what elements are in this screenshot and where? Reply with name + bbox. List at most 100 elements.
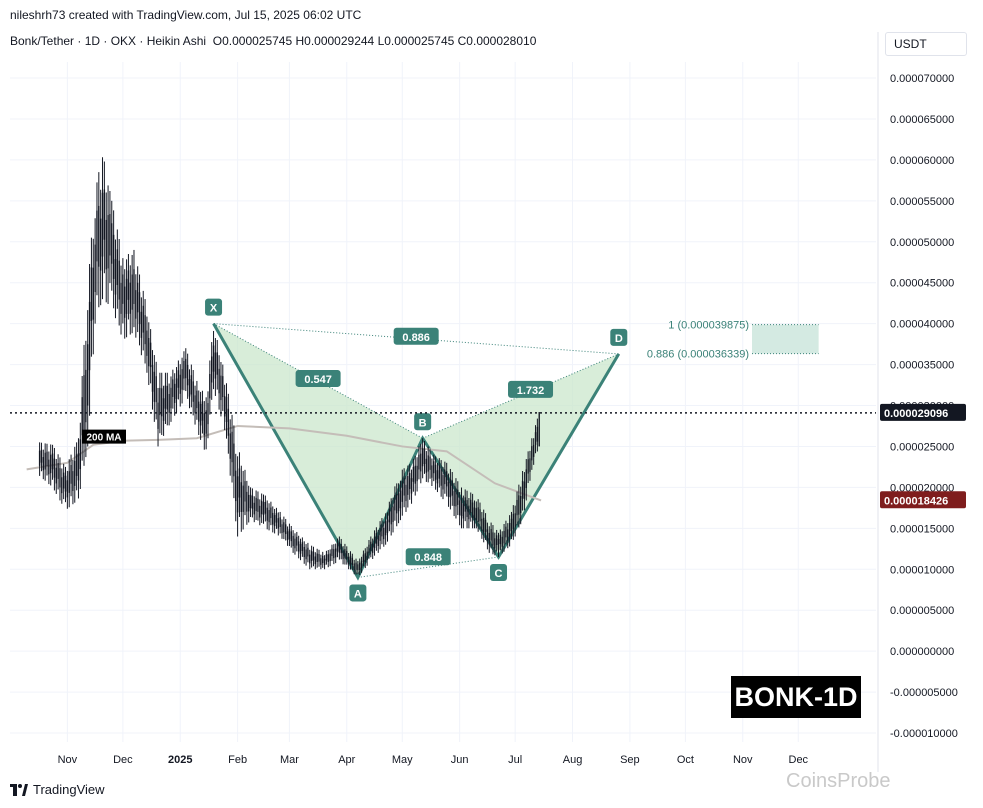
candle-body <box>494 538 496 549</box>
candle-body <box>331 548 333 557</box>
x-tick-label: Dec <box>789 754 809 766</box>
candle-body <box>290 531 292 542</box>
candle-body <box>201 401 204 421</box>
y-tick-label: 0.000070000 <box>890 73 954 85</box>
candle-body <box>420 453 422 472</box>
x-tick-label: Oct <box>677 754 694 766</box>
candle-body <box>98 205 100 267</box>
currency-selector[interactable]: USDT <box>885 32 967 56</box>
candle-body <box>410 478 413 494</box>
candle-body <box>418 454 420 470</box>
y-tick-label: 0.000005000 <box>890 605 954 617</box>
x-tick-label: Mar <box>280 754 299 766</box>
candle-body <box>210 356 213 383</box>
candle-body <box>371 543 374 553</box>
candle-body <box>516 499 518 516</box>
candle-body <box>275 513 278 523</box>
candle-body <box>497 538 500 550</box>
fib-level-label: 0.886 (0.000036339) <box>647 349 749 361</box>
candle-body <box>288 529 291 540</box>
x-tick-label: Apr <box>338 754 355 766</box>
candle-body <box>116 249 119 285</box>
candle-body <box>264 502 267 514</box>
ratio-label-bg <box>393 327 439 345</box>
candle-body <box>242 485 244 512</box>
candle-body <box>136 282 139 313</box>
candle-body <box>105 219 107 270</box>
y-tick-label: 0.000060000 <box>890 155 954 167</box>
x-tick-label: Jun <box>451 754 469 766</box>
candle-body <box>192 381 194 402</box>
tradingview-brand: TradingView <box>33 782 105 797</box>
candle-body <box>266 507 268 521</box>
candle-body <box>433 461 435 474</box>
candle-body <box>135 290 137 319</box>
candle-body <box>190 375 193 395</box>
candle-body <box>362 554 365 562</box>
candle-body <box>44 452 46 470</box>
candle-body <box>396 494 398 514</box>
candle-body <box>414 465 416 484</box>
symbol-title[interactable]: Bonk/Tether · 1D · OKX · Heikin Ashi <box>10 34 207 48</box>
candle-body <box>125 278 128 314</box>
candle-body <box>403 478 405 496</box>
candle-body <box>377 535 379 547</box>
candle-body <box>244 481 246 502</box>
candle-body <box>72 471 74 491</box>
candle-body <box>185 358 187 379</box>
candle-body <box>322 555 324 564</box>
candle-body <box>255 497 257 512</box>
tradingview-logo[interactable]: TradingView <box>10 782 105 797</box>
current-price-label: 0.000029096 <box>884 408 948 420</box>
candle-body <box>488 532 490 545</box>
candle-body <box>172 379 174 397</box>
candle-body <box>309 554 311 564</box>
candle-body <box>53 458 56 478</box>
candle-body <box>124 286 126 318</box>
candle-body <box>240 482 243 512</box>
candle-body <box>166 385 168 410</box>
pattern-point-b-bg <box>414 413 432 431</box>
harmonic-pattern <box>212 322 621 581</box>
candle-body <box>48 459 50 475</box>
candle-body <box>235 470 237 502</box>
candle-body <box>260 500 263 515</box>
tradingview-logo-icon <box>10 783 28 796</box>
candle-body <box>307 547 309 557</box>
candle-body <box>101 192 104 257</box>
y-tick-label: -0.000010000 <box>890 728 958 740</box>
candle-body <box>523 481 526 499</box>
candle-body <box>347 557 350 565</box>
candle-body <box>401 481 403 502</box>
ma200-line <box>26 424 542 502</box>
candle-body <box>483 517 485 533</box>
candle-body <box>205 410 207 434</box>
fib-zone-rect <box>752 324 819 354</box>
candle-body <box>357 564 359 571</box>
candle-body <box>379 528 381 541</box>
candle-body <box>111 223 113 264</box>
candle-body <box>144 315 146 345</box>
candle-body <box>88 301 91 371</box>
candle-body <box>222 376 224 398</box>
candle-body <box>61 477 63 494</box>
candle-body <box>384 521 387 536</box>
candle-body <box>334 548 337 558</box>
candle-body <box>236 476 239 513</box>
candle-body <box>462 503 465 519</box>
candle-body <box>203 413 205 436</box>
candle-body <box>246 491 248 512</box>
candle-body <box>438 465 440 479</box>
candle-body <box>170 387 172 409</box>
candle-body <box>57 463 59 479</box>
candle-body <box>83 375 85 430</box>
candle-body <box>175 378 178 399</box>
candle-body <box>425 458 428 473</box>
candle-body <box>109 214 111 256</box>
candle-body <box>129 282 131 314</box>
candle-body <box>296 536 298 546</box>
ratio-label: 0.886 <box>402 332 430 344</box>
y-tick-label: 0.000010000 <box>890 564 954 576</box>
candle-body <box>68 471 70 493</box>
